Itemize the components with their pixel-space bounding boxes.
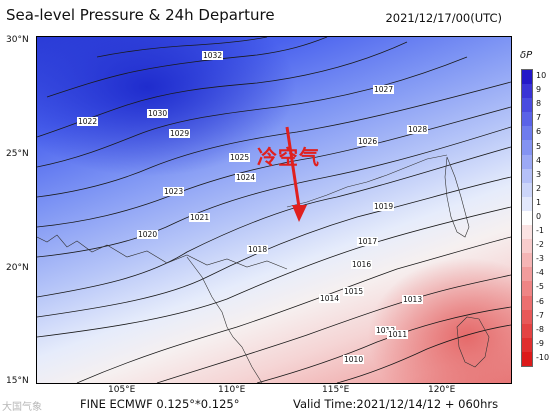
colorbar-segment: [522, 267, 532, 282]
lat-label: 25°N: [6, 149, 29, 159]
colorbar-tick-label: 2: [536, 183, 542, 193]
isobar-label: 1026: [357, 137, 379, 146]
isobar-label: 1032: [202, 51, 224, 60]
colorbar-tick-label: -10: [536, 352, 550, 362]
colorbar-tick-label: 0: [536, 212, 542, 221]
watermark: 大国气象: [2, 402, 42, 413]
colorbar-segment: [522, 239, 532, 254]
colorbar-tick-label: 8: [536, 99, 542, 109]
lat-label: 15°N: [6, 376, 29, 386]
colorbar-tick-label: 6: [536, 127, 542, 137]
colorbar-segment: [522, 112, 532, 127]
colorbar-tick-label: -7: [536, 310, 544, 320]
colorbar-segment: [522, 210, 532, 226]
colorbar-segment: [522, 281, 532, 297]
colorbar-tick-label: -6: [536, 296, 544, 306]
colorbar-segment: [522, 98, 532, 113]
colorbar-segment: [522, 168, 532, 184]
colorbar-tick-label: 5: [536, 141, 542, 151]
isobar-label: 1028: [407, 125, 429, 134]
colorbar-segment: [522, 154, 532, 170]
isobar-label: 1012: [375, 326, 397, 335]
lon-label: 120°E: [428, 385, 456, 395]
colorbar-title: δP: [520, 50, 533, 61]
colorbar-segment: [522, 351, 532, 367]
colorbar-segment: [522, 323, 532, 339]
isobar-layer: [37, 37, 511, 383]
colorbar-tick-label: 9: [536, 85, 542, 95]
colorbar-segment: [522, 253, 532, 268]
isobar-label: 1020: [137, 230, 159, 239]
isobar-label: 1029: [169, 129, 191, 138]
timestamp: 2021/12/17/00(UTC): [385, 11, 502, 25]
colorbar-segment: [522, 225, 532, 240]
isobar-label: 1025: [229, 153, 251, 162]
lon-label: 110°E: [218, 385, 246, 395]
chart-title: Sea-level Pressure & 24h Departure: [6, 6, 275, 24]
isobar-label: 1010: [343, 355, 365, 364]
colorbar-segment: [522, 84, 532, 99]
colorbar: [521, 69, 533, 367]
isobar-label: 1023: [163, 187, 185, 196]
colorbar-segment: [522, 337, 532, 353]
colorbar-segment: [522, 70, 532, 85]
colorbar-tick-label: 4: [536, 155, 542, 165]
valid-time: Valid Time:2021/12/14/12 + 060hrs: [293, 397, 499, 411]
lon-label: 115°E: [322, 385, 350, 395]
lat-label: 20°N: [6, 263, 29, 273]
colorbar-tick-label: -1: [536, 226, 544, 236]
isobar-label: 1019: [373, 202, 395, 211]
colorbar-segment: [522, 196, 532, 212]
colorbar-tick-label: -8: [536, 324, 544, 334]
isobar-label: 1024: [235, 173, 257, 182]
colorbar-tick-label: -9: [536, 338, 544, 348]
colorbar-tick-label: -2: [536, 240, 544, 250]
cold-air-annotation: 冷空气: [257, 145, 320, 169]
colorbar-tick-label: 3: [536, 169, 542, 179]
isobar-label: 1022: [77, 117, 99, 126]
isobar-label: 1027: [373, 85, 395, 94]
colorbar-tick-label: 10: [536, 71, 547, 81]
colorbar-tick-label: -3: [536, 254, 544, 264]
isobar-label: 1016: [351, 260, 373, 269]
isobar-label: 1011: [387, 330, 409, 339]
lon-label: 105°E: [108, 385, 136, 395]
data-source: FINE ECMWF 0.125°*0.125°: [80, 397, 240, 411]
isobar-label: 1015: [343, 287, 365, 296]
colorbar-segment: [522, 182, 532, 198]
isobar-label: 1030: [147, 109, 169, 118]
colorbar-tick-label: 1: [536, 197, 542, 207]
isobar-label: 1018: [247, 245, 269, 254]
colorbar-tick-label: -4: [536, 268, 544, 278]
isobar-label: 1014: [319, 294, 341, 303]
colorbar-tick-label: 7: [536, 113, 542, 123]
map-panel: 1032 1027 1026 1025 1024 1023 1022 1021 …: [36, 36, 512, 384]
isobar-label: 1013: [402, 295, 424, 304]
isobar-label: 1017: [357, 237, 379, 246]
colorbar-segment: [522, 309, 532, 325]
colorbar-segment: [522, 295, 532, 311]
colorbar-segment: [522, 126, 532, 141]
colorbar-segment: [522, 140, 532, 156]
isobar-label: 1021: [189, 213, 211, 222]
colorbar-tick-label: -5: [536, 282, 544, 292]
lat-label: 30°N: [6, 35, 29, 45]
